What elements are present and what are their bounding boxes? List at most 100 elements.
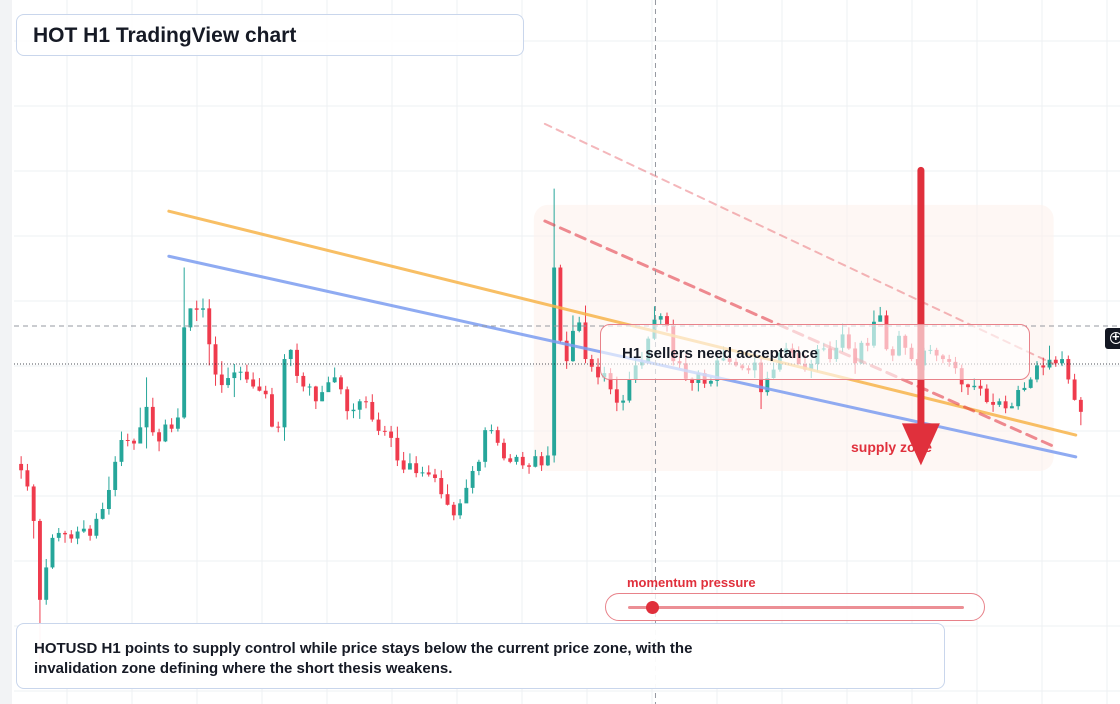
candle-body: [150, 406, 155, 433]
candle-body: [282, 359, 287, 428]
candle-body: [213, 344, 218, 375]
candle-body: [483, 430, 488, 462]
candle-body: [113, 461, 118, 490]
candle-body: [88, 528, 93, 536]
candle-body: [978, 385, 983, 389]
candle-body: [1035, 365, 1039, 380]
candle-body: [25, 470, 30, 487]
candle-body: [1072, 379, 1077, 400]
candle-body: [81, 528, 86, 532]
candle-body: [251, 379, 256, 387]
candle-body: [382, 430, 387, 432]
candle-body: [577, 322, 582, 331]
candle-body: [502, 442, 506, 459]
candle-body: [1022, 387, 1027, 391]
analysis-note-box: HOTUSD H1 points to supply control while…: [16, 623, 945, 689]
candle-body: [288, 349, 293, 360]
chart-title-box: HOT H1 TradingView chart: [16, 14, 524, 56]
candle-body: [596, 366, 600, 378]
candle-body: [44, 567, 49, 600]
faint-dashed-resistance: [543, 122, 1055, 365]
candle-body: [38, 520, 42, 600]
momentum-label: momentum pressure: [627, 575, 756, 590]
candle-body: [389, 431, 394, 438]
candle-body: [138, 427, 143, 444]
candle-body: [708, 380, 713, 384]
candle-body: [621, 400, 626, 403]
candle-body: [357, 401, 362, 410]
candle-body: [520, 456, 525, 466]
candle-body: [608, 373, 613, 390]
candle-body: [169, 424, 174, 429]
acceptance-callout: H1 sellers need acceptance: [600, 324, 1030, 380]
candle-body: [991, 401, 996, 405]
orange-trendline: [167, 209, 1078, 437]
candle-body: [966, 384, 970, 388]
candle-body: [545, 455, 550, 466]
candle-body: [320, 392, 325, 402]
candle-body: [244, 371, 249, 380]
candle-body: [201, 308, 205, 310]
candle-body: [376, 419, 381, 431]
candle-body: [144, 406, 149, 428]
candle-body: [182, 327, 187, 418]
candle-body: [984, 388, 989, 402]
candle-body: [395, 437, 400, 461]
candle-body: [119, 440, 124, 462]
candle-body: [414, 463, 419, 474]
candle-body: [420, 472, 425, 474]
candle-body: [345, 389, 350, 412]
candle-body: [464, 487, 469, 504]
candle-body: [238, 371, 243, 373]
candle-body: [765, 378, 770, 393]
candle-body: [232, 372, 237, 379]
candle-body: [75, 531, 80, 539]
candle-body: [451, 504, 456, 516]
candle-body: [589, 359, 594, 367]
chart-title: HOT H1 TradingView chart: [33, 24, 297, 47]
candle-body: [307, 386, 312, 388]
candle-body: [19, 463, 24, 471]
candle-body: [219, 374, 224, 386]
candle-body: [1009, 406, 1014, 409]
candle-body: [1053, 359, 1058, 364]
candle-body: [658, 316, 663, 320]
candle-body: [972, 385, 977, 388]
candle-body: [69, 534, 74, 539]
candle-body: [665, 316, 669, 326]
candle-body: [364, 401, 368, 403]
candle-body: [539, 456, 544, 466]
candle-body: [276, 426, 281, 428]
candle-body: [163, 424, 168, 442]
candle-body: [338, 377, 343, 390]
candle-body: [313, 386, 318, 402]
candle-body: [1028, 379, 1033, 388]
candle-body: [1016, 390, 1021, 407]
candle-body: [514, 456, 519, 462]
bearish-arrow-head: [901, 423, 940, 466]
candle-body: [226, 378, 231, 386]
candle-body: [433, 474, 437, 479]
candle-body: [263, 390, 268, 395]
candle-body: [439, 478, 444, 495]
candle-body: [495, 430, 500, 443]
candle-body: [270, 394, 274, 427]
candle-body: [332, 377, 337, 383]
candle-body: [426, 472, 431, 475]
candle-body: [1060, 359, 1064, 364]
candle-body: [31, 486, 36, 521]
candle-body: [476, 461, 481, 471]
candle-body: [100, 508, 105, 519]
candle-body: [458, 503, 463, 516]
candle-body: [1003, 401, 1008, 409]
candle-body: [106, 489, 111, 509]
candle-body: [257, 386, 262, 391]
candle-body: [370, 401, 375, 420]
price-scale-strip: [0, 0, 12, 704]
candle-body: [489, 430, 494, 432]
crosshair-icon[interactable]: [1105, 328, 1120, 349]
candle-body: [533, 456, 538, 467]
candle-body: [132, 440, 136, 444]
candle-body: [194, 308, 199, 310]
candle-body: [63, 532, 67, 535]
